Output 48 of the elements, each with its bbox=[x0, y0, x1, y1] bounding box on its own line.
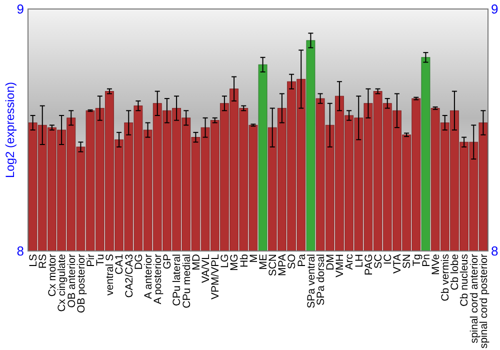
x-tick-label: MVe bbox=[430, 254, 442, 276]
x-tick-label: A posterior bbox=[152, 254, 164, 304]
x-tick-label: Pir bbox=[84, 254, 97, 267]
x-tick-label: LG bbox=[219, 254, 232, 268]
x-tick-label: VA/VL bbox=[200, 254, 212, 283]
x-tick-label: Cb lobe bbox=[449, 254, 462, 290]
x-tick-label: MG bbox=[228, 254, 241, 271]
x-tick-label: IC bbox=[382, 254, 394, 264]
x-tick-label: Tu bbox=[94, 254, 107, 266]
x-tick-label: DM bbox=[324, 254, 337, 270]
x-tick-label: Hb bbox=[238, 254, 250, 268]
x-tick-label: spinal cord posterior bbox=[478, 253, 490, 349]
x-tick-label: Cb nucleus bbox=[458, 254, 471, 307]
y2-tick-label: 9 bbox=[491, 2, 498, 17]
x-tick-label: ventral S bbox=[104, 254, 116, 296]
x-tick-label: CA1 bbox=[114, 254, 126, 274]
x-tick-label: Pa bbox=[296, 254, 308, 267]
x-tick-label: OB posterior bbox=[75, 254, 88, 313]
x-tick-label: M bbox=[248, 254, 260, 263]
x-tick-label: MD bbox=[190, 254, 202, 270]
x-tick-label: SPa ventral bbox=[305, 254, 318, 308]
y-axis-title: Log2 (expression) bbox=[3, 82, 18, 178]
x-tick-label: OB anterior bbox=[66, 254, 78, 308]
x-tick-label: Tg bbox=[410, 254, 423, 266]
x-tick-label: GP bbox=[162, 254, 174, 270]
x-tick-label: SN bbox=[401, 254, 414, 269]
x-tick-label: SPa dorsal bbox=[314, 254, 327, 306]
x-tick-label: SCN bbox=[267, 254, 280, 276]
x-tick-label: RS bbox=[37, 254, 50, 269]
x-tick-label: ME bbox=[257, 254, 270, 270]
x-tick-label: CPu lateral bbox=[171, 254, 184, 306]
y2-tick-label: 8 bbox=[491, 244, 498, 259]
x-tick-label: Arc bbox=[344, 254, 356, 270]
x-tick-label: A anterior bbox=[142, 254, 154, 299]
x-tick-label: CA2/CA3 bbox=[123, 254, 136, 298]
x-tick-label: PAG bbox=[362, 254, 375, 276]
x-tick-label: spinal cord anterior bbox=[468, 253, 480, 344]
x-tick-label: VMH bbox=[334, 254, 346, 278]
x-tick-label: MPA bbox=[276, 254, 289, 276]
x-tick-label: VTA bbox=[392, 254, 404, 274]
x-tick-label: VPM/VPL bbox=[210, 254, 222, 300]
x-tick-label: DG bbox=[132, 254, 145, 270]
x-tick-label: Cx cingulate bbox=[56, 254, 68, 312]
x-tick-label: SC bbox=[372, 254, 384, 269]
x-tick-label: CPu medial bbox=[180, 254, 193, 308]
x-tick-label: LH bbox=[353, 254, 366, 268]
x-tick-label: LS bbox=[27, 254, 40, 267]
x-tick-label: SO bbox=[286, 254, 298, 270]
